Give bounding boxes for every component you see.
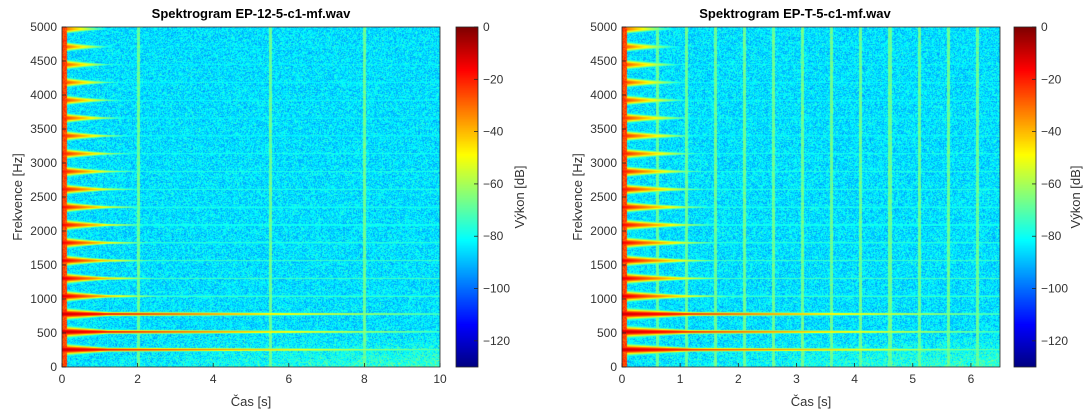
colorbar-tick-label: −100 xyxy=(1041,282,1068,296)
y-tick-label: 4500 xyxy=(590,54,617,68)
colorbar-area xyxy=(456,27,478,367)
colorbar-tick-label: −80 xyxy=(1041,229,1062,243)
x-tick-label: 0 xyxy=(619,372,626,386)
colorbar-label: Výkon [dB] xyxy=(512,166,527,229)
x-tick-label: 5 xyxy=(909,372,916,386)
spectrogram-left-svg: Spektrogram EP-12-5-c1-mf.wav 0500100015… xyxy=(10,6,527,409)
colorbar-tick-label: −40 xyxy=(1041,125,1062,139)
colorbar-ticks: 0 −20 −40 −60 −80 −100 −120 xyxy=(474,20,510,348)
x-axis-ticks: 0 2 4 6 8 10 xyxy=(59,363,447,386)
colorbar-tick-label: −100 xyxy=(483,282,510,296)
colorbar-canvas xyxy=(1014,27,1036,367)
y-tick-label: 4000 xyxy=(590,88,617,102)
colorbar-tick-label: −20 xyxy=(1041,72,1062,86)
x-tick-label: 6 xyxy=(285,372,292,386)
x-axis-label: Čas [s] xyxy=(791,394,831,409)
x-tick-label: 0 xyxy=(59,372,66,386)
x-axis-ticks: 0 1 2 3 4 5 6 xyxy=(619,363,975,386)
colorbar-ticks: 0 −20 −40 −60 −80 −100 −120 xyxy=(1032,20,1068,348)
x-axis-label: Čas [s] xyxy=(231,394,271,409)
spectrogram-right-figure: Spektrogram EP-T-5-c1-mf.wav 0 500 1000 150… xyxy=(544,0,1089,412)
heatmap-area xyxy=(622,27,1000,367)
colorbar-tick-label: 0 xyxy=(1041,20,1048,34)
y-axis-label: Frekvence [Hz] xyxy=(10,153,25,240)
x-tick-label: 4 xyxy=(851,372,858,386)
y-tick-label: 3500 xyxy=(30,122,57,136)
x-tick-label: 8 xyxy=(361,372,368,386)
y-axis-ticks: 0 500 1000 1500 2000 2500 3000 3500 4000 4500 5000 xyxy=(30,20,66,374)
y-tick-label: 4500 xyxy=(30,54,57,68)
colorbar-tick-label: 0 xyxy=(483,20,490,34)
colorbar-tick-label: −40 xyxy=(483,125,504,139)
colorbar-canvas xyxy=(456,27,478,367)
colorbar-tick-label: −60 xyxy=(1041,177,1062,191)
colorbar-tick-label: −60 xyxy=(483,177,504,191)
heatmap-canvas xyxy=(62,27,440,367)
y-tick-label: 1000 xyxy=(590,292,617,306)
y-tick-label: 3000 xyxy=(590,156,617,170)
x-tick-label: 1 xyxy=(677,372,684,386)
y-tick-label: 3000 xyxy=(30,156,57,170)
y-tick-label: 2000 xyxy=(30,224,57,238)
x-tick-label: 2 xyxy=(735,372,742,386)
y-axis-label: Frekvence [Hz] xyxy=(570,153,585,240)
y-tick-label: 500 xyxy=(597,326,617,340)
y-tick-label: 1500 xyxy=(30,258,57,272)
colorbar-label: Výkon [dB] xyxy=(1068,166,1083,229)
x-tick-label: 2 xyxy=(134,372,141,386)
chart-title: Spektrogram EP-12-5-c1-mf.wav xyxy=(152,6,351,21)
x-tick-label: 10 xyxy=(433,372,447,386)
colorbar-frame xyxy=(455,26,479,368)
y-tick-label: 4000 xyxy=(30,88,57,102)
y-tick-label: 2500 xyxy=(590,190,617,204)
chart-title: Spektrogram EP-T-5-c1-mf.wav xyxy=(699,6,891,21)
y-tick-label: 2000 xyxy=(590,224,617,238)
colorbar-tick-label: −120 xyxy=(1041,334,1068,348)
x-tick-label: 6 xyxy=(968,372,975,386)
y-axis-ticks: 0 500 1000 1500 2000 2500 3000 3500 4000 4500 5000 xyxy=(590,20,626,374)
y-tick-label: 5000 xyxy=(590,20,617,34)
y-tick-label: 3500 xyxy=(590,122,617,136)
y-tick-label: 2500 xyxy=(30,190,57,204)
y-tick-label: 500 xyxy=(37,326,57,340)
y-tick-label: 1500 xyxy=(590,258,617,272)
x-tick-label: 4 xyxy=(210,372,217,386)
colorbar-tick-label: −80 xyxy=(483,229,504,243)
spectrogram-right-svg: Spektrogram EP-T-5-c1-mf.wav 05001000150… xyxy=(570,6,1083,409)
y-tick-label: 5000 xyxy=(30,20,57,34)
colorbar-area xyxy=(1014,27,1036,367)
y-tick-label: 0 xyxy=(50,360,57,374)
y-tick-label: 0 xyxy=(610,360,617,374)
y-tick-label: 1000 xyxy=(30,292,57,306)
colorbar-frame xyxy=(1013,26,1037,368)
colorbar-tick-label: −20 xyxy=(483,72,504,86)
heatmap-area xyxy=(62,27,440,367)
spectrogram-left-figure: Spektrogram EP-12-5-c1-mf.wav 0 500 1000 15… xyxy=(10,6,527,409)
colorbar-tick-label: −120 xyxy=(483,334,510,348)
x-tick-label: 3 xyxy=(793,372,800,386)
heatmap-canvas xyxy=(622,27,1000,367)
